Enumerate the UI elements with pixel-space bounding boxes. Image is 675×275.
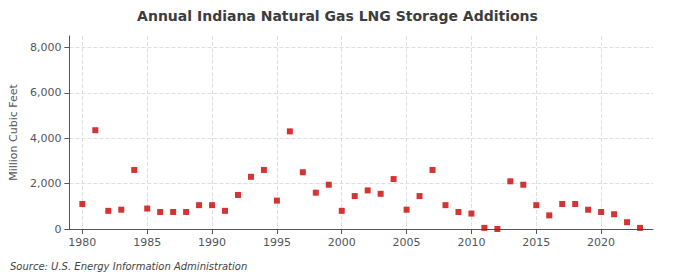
- svg-text:1995: 1995: [263, 236, 291, 249]
- svg-text:1985: 1985: [133, 236, 161, 249]
- svg-text:Annual Indiana Natural Gas LNG: Annual Indiana Natural Gas LNG Storage A…: [137, 8, 538, 24]
- svg-text:2010: 2010: [457, 236, 485, 249]
- svg-text:2,000: 2,000: [30, 177, 62, 190]
- svg-text:6,000: 6,000: [30, 86, 62, 99]
- svg-text:1990: 1990: [198, 236, 226, 249]
- svg-text:8,000: 8,000: [30, 41, 62, 54]
- svg-text:2000: 2000: [328, 236, 356, 249]
- svg-text:0: 0: [54, 223, 61, 236]
- svg-text:4,000: 4,000: [30, 132, 62, 145]
- svg-text:1980: 1980: [68, 236, 96, 249]
- svg-text:2015: 2015: [522, 236, 550, 249]
- svg-text:2005: 2005: [393, 236, 421, 249]
- svg-text:Source: U.S. Energy Informatio: Source: U.S. Energy Information Administ…: [10, 261, 247, 272]
- svg-text:2020: 2020: [587, 236, 615, 249]
- svg-text:Million Cubic Feet: Million Cubic Feet: [7, 83, 20, 180]
